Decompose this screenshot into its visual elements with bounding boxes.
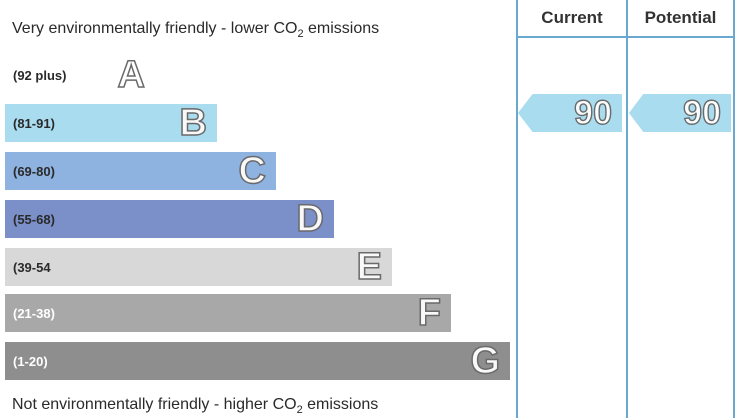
band-letter: D — [296, 198, 325, 240]
current-rating-value: 90 — [573, 94, 612, 132]
band-range: (39-54 — [13, 259, 51, 275]
band-c: (69-80) C — [5, 150, 276, 192]
band-range: (69-80) — [13, 163, 55, 179]
potential-column-header: Potential — [644, 8, 717, 27]
divider-left — [516, 0, 518, 418]
band-letter: A — [117, 54, 146, 96]
top-caption-tail: emissions — [303, 20, 380, 37]
band-letter: B — [179, 102, 208, 144]
bottom-caption-tail: emissions — [302, 396, 379, 413]
potential-rating-arrow: 90 — [629, 94, 731, 132]
band-f: (21-38) F — [5, 292, 451, 334]
band-letter: E — [356, 246, 383, 288]
band-e: (39-54 E — [5, 246, 392, 288]
header-rule — [516, 36, 735, 38]
bottom-caption-subscript: 2 — [296, 404, 303, 416]
current-column-header: Current — [541, 8, 603, 27]
band-range: (21-38) — [13, 305, 55, 321]
band-letter: G — [470, 340, 501, 382]
bottom-caption: Not environmentally friendly - higher CO… — [12, 396, 378, 416]
band-g: (1-20) G — [5, 340, 510, 382]
bottom-caption-text: Not environmentally friendly - higher CO — [12, 396, 297, 413]
band-b: (81-91) B — [5, 102, 217, 144]
band-d: (55-68) D — [5, 198, 334, 240]
band-range: (81-91) — [13, 115, 55, 131]
potential-rating-value: 90 — [682, 94, 721, 132]
top-caption: Very environmentally friendly - lower CO… — [12, 20, 379, 40]
current-rating-arrow: 90 — [518, 94, 622, 132]
band-letter: F — [417, 292, 442, 334]
band-range: (55-68) — [13, 211, 55, 227]
band-range: (1-20) — [13, 353, 48, 369]
top-caption-text: Very environmentally friendly - lower CO — [12, 20, 298, 37]
divider-right — [733, 0, 735, 418]
band-range: (92 plus) — [13, 67, 67, 83]
band-letter: C — [238, 150, 267, 192]
band-a: (92 plus) A — [5, 54, 155, 96]
top-caption-subscript: 2 — [297, 28, 304, 40]
divider-middle — [626, 0, 628, 418]
